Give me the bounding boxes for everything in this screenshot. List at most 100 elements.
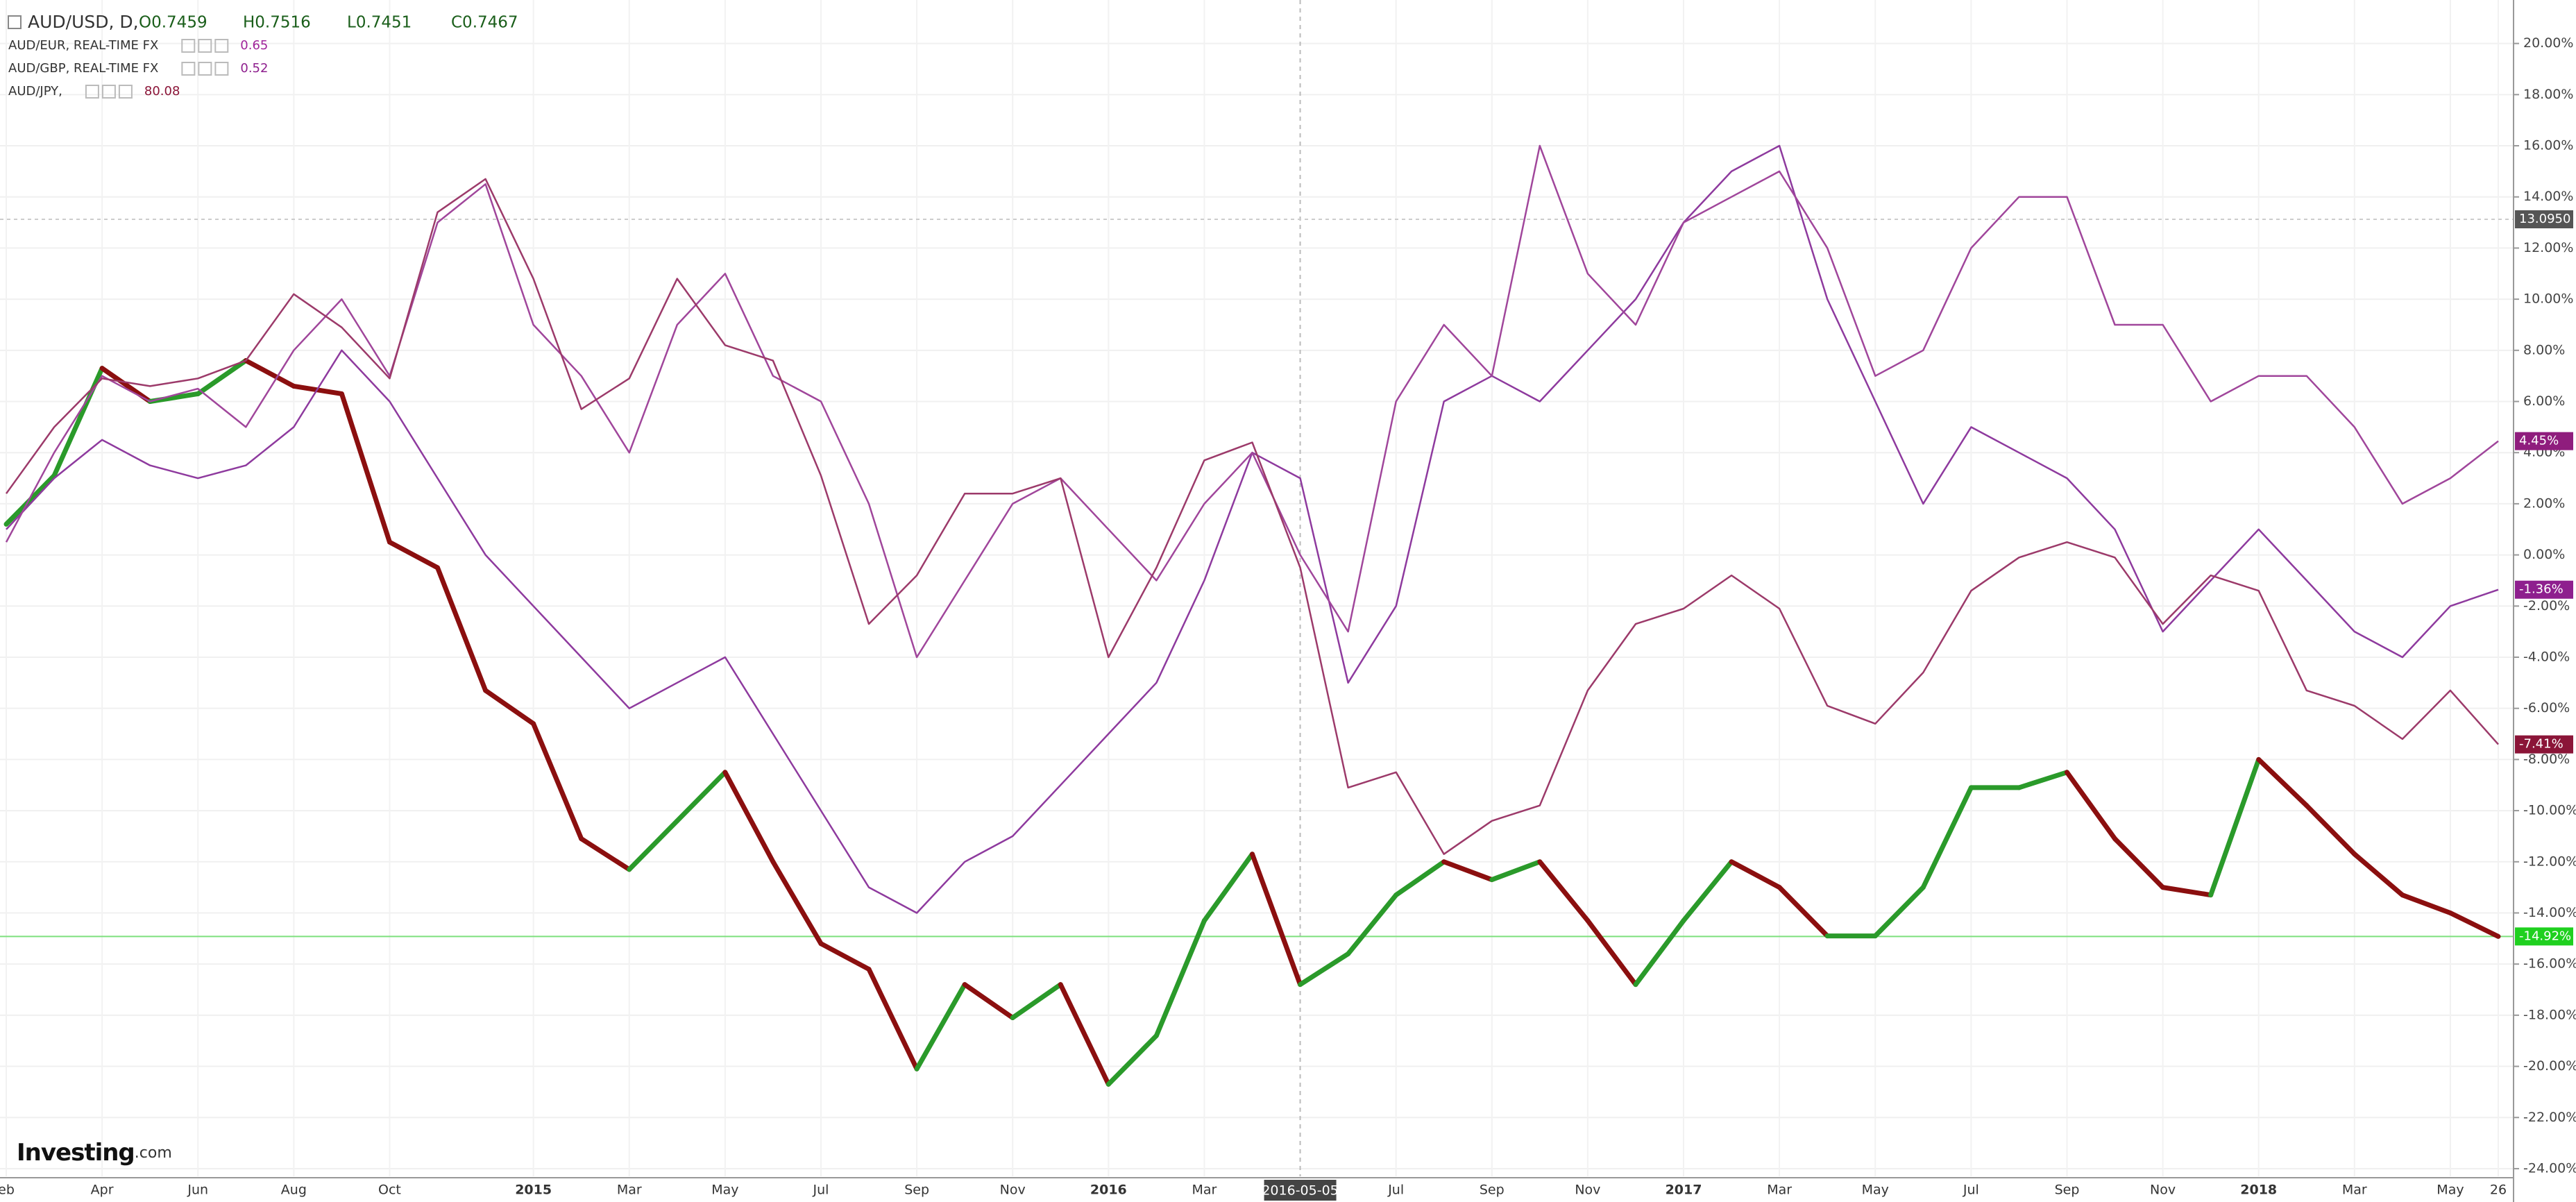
y-tick-label: -20.00% xyxy=(2523,1058,2576,1074)
price-segment xyxy=(866,967,920,1072)
y-tick-label: 2.00% xyxy=(2523,496,2565,511)
series-line xyxy=(5,178,2499,855)
x-tick-label: Nov xyxy=(2150,1183,2176,1198)
price-segment xyxy=(99,366,153,405)
last-value-label-bg xyxy=(2515,432,2573,450)
ohlc-value: L0.7451 xyxy=(347,14,412,32)
y-tick-label: 8.00% xyxy=(2523,342,2565,357)
x-tick-label: Jul xyxy=(1387,1183,1404,1198)
price-segment xyxy=(1393,859,1447,898)
legend: AUD/USD, D, O0.7459 H0.7516 L0.7451 C0.7467 A… xyxy=(8,12,518,99)
x-tick-label: May xyxy=(2437,1183,2464,1198)
legend-button xyxy=(214,39,229,53)
x-tick-label: Sep xyxy=(1480,1183,1505,1198)
last-value-label-bg xyxy=(2515,927,2573,946)
x-tick-label: Aug xyxy=(281,1183,307,1198)
x-tick-label: Sep xyxy=(2055,1183,2080,1198)
price-segment xyxy=(1441,859,1495,883)
x-tick-label: eb xyxy=(0,1183,15,1198)
legend-entry: AUD/USD, D, xyxy=(28,12,139,32)
price-segment xyxy=(2400,892,2453,915)
price-segment xyxy=(770,859,824,947)
price-segment xyxy=(2160,885,2214,898)
legend-value: 0.52 xyxy=(240,61,268,76)
y-tick-label: 10.00% xyxy=(2523,291,2573,307)
price-segment xyxy=(2112,836,2166,890)
price-segment xyxy=(483,688,536,727)
price-segment xyxy=(1777,885,1830,939)
legend-button xyxy=(198,39,212,53)
x-tick-label: Mar xyxy=(617,1183,642,1198)
y-tick-label: -4.00% xyxy=(2523,649,2570,664)
price-segment xyxy=(1633,918,1686,988)
crosshair-label: 2016-05-05 xyxy=(1262,1183,1338,1199)
price-segment xyxy=(914,982,967,1072)
x-tick-label: Sep xyxy=(904,1183,929,1198)
last-value-label-bg xyxy=(2515,580,2573,599)
ohlc-value: C0.7467 xyxy=(451,14,518,32)
price-segment xyxy=(1058,982,1111,1087)
logo-brand: Investing xyxy=(17,1139,135,1167)
price-segment xyxy=(675,770,728,824)
x-tick-label: Jun xyxy=(187,1183,208,1198)
y-tick-label: 16.00% xyxy=(2523,138,2573,153)
price-segment xyxy=(2448,910,2501,939)
ohlc-value: O0.7459 xyxy=(139,14,207,32)
price-segment xyxy=(339,391,392,545)
price-segment xyxy=(579,836,632,872)
x-tick-label: Mar xyxy=(2342,1183,2367,1198)
series-line xyxy=(5,144,2499,659)
price-segment xyxy=(3,473,57,527)
x-tick-label: Mar xyxy=(1192,1183,1217,1198)
price-segment xyxy=(2352,852,2405,898)
y-tick-label: 18.00% xyxy=(2523,87,2573,102)
price-segment xyxy=(1010,982,1063,1021)
price-line-label: 13.0950 xyxy=(2519,212,2570,226)
y-tick-label: -24.00% xyxy=(2523,1160,2576,1176)
price-segment xyxy=(962,982,1015,1021)
x-tick-label: 26 xyxy=(2490,1183,2507,1198)
y-tick-label: -16.00% xyxy=(2523,956,2576,972)
price-segment xyxy=(1346,892,1399,956)
x-tick-label: Jul xyxy=(1963,1183,1979,1198)
price-segment xyxy=(1201,852,1255,924)
x-tick-label: Apr xyxy=(91,1183,114,1198)
y-tick-label: -22.00% xyxy=(2523,1110,2576,1125)
legend-icon xyxy=(8,15,22,29)
last-value-label: 4.45% xyxy=(2519,434,2559,448)
price-segment xyxy=(531,721,584,842)
y-tick-label: -10.00% xyxy=(2523,803,2576,818)
x-tick-label: 2016 xyxy=(1090,1183,1127,1198)
price-segment xyxy=(818,941,872,972)
y-tick-label: 20.00% xyxy=(2523,35,2573,51)
y-tick-label: -6.00% xyxy=(2523,700,2570,716)
logo-suffix: .com xyxy=(135,1144,172,1162)
x-tick-label: May xyxy=(711,1183,738,1198)
price-segment xyxy=(722,770,776,865)
price-segment xyxy=(627,818,680,872)
price-segment xyxy=(1729,859,1782,890)
legend-button xyxy=(214,62,229,76)
x-tick-label: Nov xyxy=(1575,1183,1600,1198)
price-segment xyxy=(1681,859,1734,924)
price-segment xyxy=(2208,756,2262,898)
y-tick-label: 6.00% xyxy=(2523,393,2565,409)
plot xyxy=(3,144,2501,1087)
y-tick-label: 0.00% xyxy=(2523,547,2565,562)
y-tick-label: -18.00% xyxy=(2523,1007,2576,1022)
y-tick-label: -12.00% xyxy=(2523,854,2576,869)
legend-name: AUD/JPY, xyxy=(8,84,62,99)
price-segment xyxy=(1250,852,1303,988)
price-segment xyxy=(2256,756,2310,809)
logo: Investing.com xyxy=(17,1139,172,1167)
x-tick-label: Oct xyxy=(378,1183,401,1198)
grid xyxy=(0,0,2514,1176)
legend-value: 80.08 xyxy=(144,84,180,99)
price-segment xyxy=(1920,785,1974,890)
x-tick-label: 2015 xyxy=(515,1183,552,1198)
x-tick-label: Mar xyxy=(1767,1183,1792,1198)
axes: 20.00% 18.00% 16.00% 14.00% 12.00% 10.00% 8.00… xyxy=(0,35,2576,1201)
price-segment xyxy=(2016,770,2069,790)
